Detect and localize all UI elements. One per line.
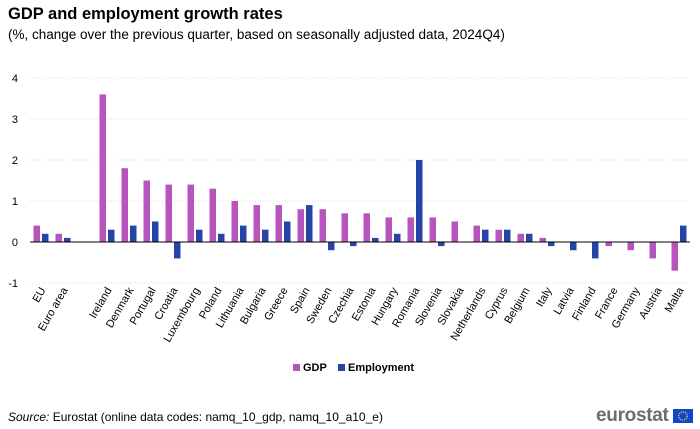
bar-employment bbox=[372, 237, 379, 242]
bar-employment bbox=[328, 242, 335, 251]
bar-employment bbox=[438, 242, 445, 247]
bar-gdp bbox=[55, 233, 62, 242]
bar-gdp bbox=[121, 168, 128, 242]
bar-gdp bbox=[187, 184, 194, 242]
bar-gdp bbox=[495, 229, 502, 242]
bar-employment bbox=[482, 229, 489, 242]
bar-gdp bbox=[605, 242, 612, 247]
bar-employment bbox=[42, 233, 49, 242]
bar-employment bbox=[174, 242, 181, 259]
bar-employment bbox=[350, 242, 357, 247]
x-tick-label: Austria bbox=[637, 285, 665, 321]
eu-flag-icon bbox=[672, 409, 693, 423]
legend-swatch-employment bbox=[338, 364, 345, 371]
bar-gdp bbox=[231, 201, 238, 242]
bar-employment bbox=[592, 242, 599, 259]
x-tick-label: Malta bbox=[663, 285, 687, 315]
bar-gdp bbox=[473, 225, 480, 242]
bar-employment bbox=[416, 160, 423, 242]
bar-employment bbox=[526, 233, 533, 242]
bar-gdp bbox=[363, 213, 370, 242]
bar-employment bbox=[152, 221, 159, 242]
bar-gdp bbox=[209, 188, 216, 242]
legend-label-employment: Employment bbox=[348, 362, 414, 374]
bar-gdp bbox=[649, 242, 656, 259]
bar-employment bbox=[130, 225, 137, 242]
bar-gdp bbox=[451, 221, 458, 242]
bar-gdp bbox=[165, 184, 172, 242]
bar-employment bbox=[548, 242, 555, 247]
bar-employment bbox=[218, 233, 225, 242]
bar-gdp bbox=[385, 217, 392, 242]
y-tick-label: 1 bbox=[12, 196, 18, 208]
bar-employment bbox=[262, 229, 269, 242]
legend-label-gdp: GDP bbox=[303, 362, 327, 374]
bar-employment bbox=[394, 233, 401, 242]
source-label: Source: bbox=[8, 410, 50, 424]
bar-gdp bbox=[517, 233, 524, 242]
bar-gdp bbox=[275, 205, 282, 242]
x-tick-label: Italy bbox=[534, 285, 555, 309]
bar-employment bbox=[284, 221, 291, 242]
y-tick-label: -1 bbox=[8, 278, 18, 290]
bar-gdp bbox=[341, 213, 348, 242]
bar-gdp bbox=[253, 205, 260, 242]
bar-gdp bbox=[539, 237, 546, 242]
bar-gdp bbox=[99, 94, 106, 243]
chart-subtitle: (%, change over the previous quarter, ba… bbox=[8, 27, 505, 42]
y-tick-label: 2 bbox=[12, 155, 18, 167]
bar-gdp bbox=[143, 180, 150, 242]
source-note: Source: Eurostat (online data codes: nam… bbox=[8, 410, 383, 424]
x-tick-label: EU bbox=[31, 285, 49, 304]
bar-employment bbox=[680, 225, 687, 242]
bar-gdp bbox=[297, 209, 304, 242]
bar-employment bbox=[240, 225, 247, 242]
bar-gdp bbox=[429, 217, 436, 242]
y-tick-label: 4 bbox=[12, 73, 18, 85]
bar-gdp bbox=[671, 242, 678, 271]
y-tick-label: 0 bbox=[12, 237, 18, 249]
bar-gdp bbox=[627, 242, 634, 251]
bar-gdp bbox=[319, 209, 326, 242]
eurostat-logo: eurostat bbox=[596, 405, 693, 427]
source-text: Eurostat (online data codes: namq_10_gdp… bbox=[49, 410, 383, 424]
bar-employment bbox=[64, 237, 71, 242]
chart-title: GDP and employment growth rates bbox=[8, 5, 283, 23]
bar-gdp bbox=[407, 217, 414, 242]
bar-employment bbox=[108, 229, 115, 242]
bar-employment bbox=[306, 205, 313, 242]
logo-text: eurostat bbox=[596, 405, 669, 426]
bar-employment bbox=[570, 242, 577, 251]
bar-employment bbox=[196, 229, 203, 242]
bar-employment bbox=[504, 229, 511, 242]
legend-swatch-gdp bbox=[293, 364, 300, 371]
y-tick-label: 3 bbox=[12, 114, 18, 126]
bar-gdp bbox=[33, 225, 40, 242]
